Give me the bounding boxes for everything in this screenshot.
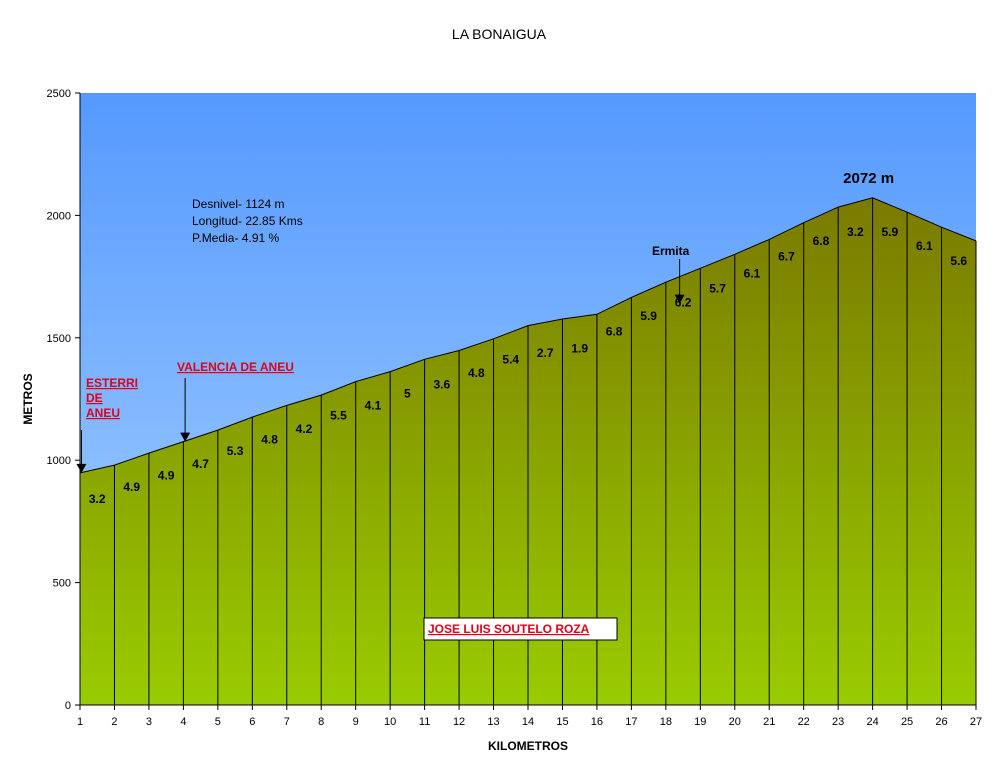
segment-gradient-label: 4.9 [158,469,175,483]
x-tick-label: 15 [556,716,568,728]
ermita-arrow-head [674,294,685,304]
segment-gradient-label: 6.1 [916,239,933,253]
segment-gradient-label: 5.7 [709,281,726,295]
x-tick-label: 21 [763,716,775,728]
x-tick-label: 7 [284,716,290,728]
x-tick-label: 3 [146,716,152,728]
author-name: JOSE LUIS SOUTELO ROZA [428,622,590,636]
x-tick-label: 8 [318,716,324,728]
x-tick-label: 5 [215,716,221,728]
segment-gradient-label: 5.4 [502,353,519,367]
segment-gradient-label: 5.9 [640,309,657,323]
segment-gradient-label: 2.7 [537,346,554,360]
segment-gradient-label: 3.2 [89,492,106,506]
summit-label: 2072 m [843,170,894,187]
segment-gradient-label: 4.9 [123,480,140,494]
esterri-arrow-head [76,463,87,473]
segment-gradient-label: 5 [404,386,411,400]
x-tick-label: 14 [522,716,534,728]
segment-gradient-label: 3.6 [434,378,451,392]
x-tick-label: 1 [77,716,83,728]
x-tick-label: 13 [487,716,499,728]
segment-gradient-label: 4.7 [192,457,209,471]
segment-gradient-label: 5.3 [227,444,244,458]
x-tick-label: 18 [660,716,672,728]
x-tick-label: 20 [729,716,741,728]
media-text: P.Media- 4.91 % [192,231,279,245]
y-tick-label: 0 [65,700,71,712]
x-tick-label: 10 [384,716,396,728]
segment-gradient-label: 6.1 [744,266,761,280]
segment-gradient-label: 4.1 [365,399,382,413]
x-tick-label: 22 [798,716,810,728]
segment-gradient-label: 5.6 [950,254,967,268]
segment-gradient-label: 3.2 [847,225,864,239]
x-tick-label: 26 [935,716,947,728]
y-axis-ticks: 0 500 1000 1500 2000 2500 [47,88,80,712]
segment-gradient-label: 4.8 [468,366,485,380]
y-tick-label: 500 [53,578,71,590]
segment-gradient-labels: 3.2 4.9 4.9 4.7 5.3 4.8 4.2 5.5 4.1 5 3.6 4.8 5.4 2.7… [89,225,968,506]
segment-gradient-label: 5.9 [882,225,899,239]
x-tick-label: 17 [625,716,637,728]
valencia-arrow-head [180,432,191,442]
x-tick-label: 12 [453,716,465,728]
esterri-label-line: ANEU [86,406,120,420]
x-tick-label: 24 [866,716,878,728]
x-tick-label: 4 [180,716,186,728]
segment-gradient-label: 4.8 [261,432,278,446]
segment-gradient-label: 1.9 [571,341,588,355]
esterri-label-line: ESTERRI [86,376,138,390]
desnivel-text: Desnivel- 1124 m [192,197,284,211]
x-tick-label: 19 [694,716,706,728]
y-tick-label: 1000 [47,455,71,467]
segment-gradient-label: 6.7 [778,250,795,264]
y-tick-label: 2500 [47,88,71,100]
segment-gradient-label: 6.8 [606,324,623,338]
x-tick-label: 25 [901,716,913,728]
x-tick-label: 11 [419,716,430,728]
segment-gradient-label: 5.5 [330,409,347,423]
x-axis-title: KILOMETROS [488,739,568,753]
x-tick-label: 9 [353,716,359,728]
y-tick-label: 2000 [47,210,71,222]
x-tick-label: 2 [111,716,117,728]
valencia-label: VALENCIA DE ANEU [177,360,294,374]
author-box-background [423,617,618,641]
esterri-label-line: DE [86,391,103,405]
climb-info: Desnivel- 1124 m Longitud- 22.85 Kms P.M… [192,197,303,245]
x-axis-ticks: 1 2 3 4 5 6 7 8 9 10 11 12 13 14 15 16 17 18 19 20 21 22 23 24 2… [77,705,982,728]
longitud-text: Longitud- 22.85 Kms [192,214,303,228]
segment-divider-lines [113,197,977,705]
y-axis-title: METROS [21,373,35,424]
chart-title: LA BONAIGUA [452,26,547,42]
x-tick-label: 27 [970,716,982,728]
x-tick-label: 16 [591,716,603,728]
y-tick-label: 1500 [47,333,71,345]
x-tick-label: 23 [832,716,844,728]
ermita-label: Ermita [652,244,690,258]
author-box: JOSE LUIS SOUTELO ROZA [423,617,618,641]
segment-gradient-label: 4.2 [296,422,313,436]
x-tick-label: 6 [249,716,255,728]
segment-gradient-label: 6.8 [813,234,830,248]
